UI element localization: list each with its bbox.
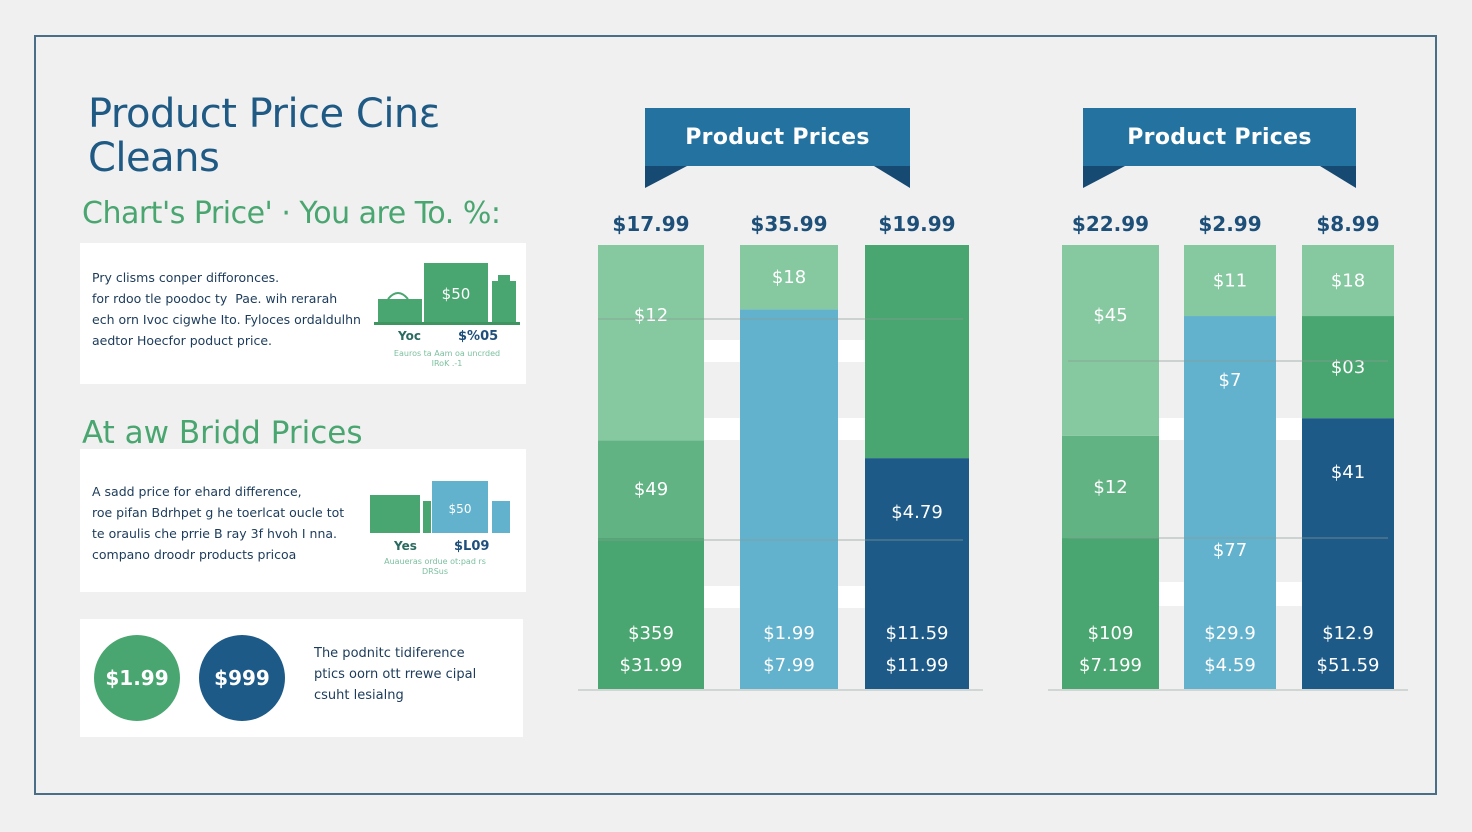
info-card-2: A sadd price for ehard difference, roe p… (80, 449, 526, 592)
title-line-1: Product Price Cinɛ (88, 91, 440, 137)
segment-value-label: $4.79 (891, 502, 943, 523)
ribbon-tail-right (874, 166, 910, 188)
page-title: Product Price Cinɛ Cleans (88, 92, 440, 180)
bar-total-label: $17.99 (612, 212, 690, 236)
info-card-1: Pry clisms conper difforonces. for rdoo … (80, 243, 526, 384)
card-3-text: The podnitc tidiference ptics oorn ott r… (314, 646, 477, 703)
card-1-caption: Eauros ta Aam oa uncrded IRoK .-1 (393, 349, 501, 368)
bar-segment (740, 245, 838, 310)
segment-value-label: $18 (1331, 271, 1365, 292)
segment-value-label: $12 (1093, 477, 1127, 498)
chart-2-ribbon: Product Prices (1083, 108, 1356, 190)
price-circle-blue: $999 (199, 635, 285, 721)
segment-value-label: $11.99 (886, 655, 949, 676)
shopping-boxes-icon: $50 (370, 481, 510, 533)
ribbon-tail-right (1320, 166, 1356, 188)
subtitle: Chart's Price' · You are To. %: (82, 196, 501, 231)
bar-segment (1062, 245, 1159, 436)
card-2-text: A sadd price for ehard difference, roe p… (92, 484, 345, 562)
segment-value-label: $45 (1093, 305, 1127, 326)
shopping-illustration-1: $50 Yoc $%05 Eauros ta Aam oa uncrded IR… (374, 259, 524, 379)
segment-value-label: $49 (634, 479, 668, 500)
bar-segment (740, 309, 838, 689)
segment-value-label: $1.99 (763, 623, 815, 644)
bar-segment (598, 440, 704, 539)
segment-value-label: $18 (772, 267, 806, 288)
price-circle-green: $1.99 (94, 635, 180, 721)
illustration-price-1: $50 (442, 285, 471, 303)
bar-segment (865, 245, 969, 459)
segment-value-label: $359 (628, 623, 674, 644)
chart-2-title: Product Prices (1083, 108, 1356, 166)
bar-segment (1062, 538, 1159, 689)
bar-segment (598, 538, 704, 689)
segment-value-label: $41 (1331, 462, 1365, 483)
bar-segment (1184, 245, 1276, 317)
card-1-amount: $%05 (458, 329, 499, 344)
bar-total-label: $2.99 (1198, 212, 1262, 236)
bar-segment (1184, 316, 1276, 689)
segment-value-label: $11.59 (886, 623, 949, 644)
bar-segment (865, 458, 969, 689)
segment-value-label: $7 (1219, 370, 1242, 391)
card-2-caption: Auaueras ordue ot:pad rs DRSus (384, 557, 486, 576)
bar-segment (1062, 435, 1159, 539)
section-heading: At aw Bridd Prices (82, 415, 363, 451)
segment-value-label: $109 (1088, 623, 1134, 644)
segment-value-label: $7.99 (763, 655, 815, 676)
title-line-2: Cleans (88, 135, 220, 181)
bar-segment (598, 245, 704, 441)
segment-value-label: $7.199 (1079, 655, 1142, 676)
bar-total-label: $19.99 (878, 212, 956, 236)
segment-value-label: $77 (1213, 540, 1247, 561)
chart-1-title: Product Prices (645, 108, 910, 166)
bar-total-label: $8.99 (1316, 212, 1380, 236)
segment-value-label: $31.99 (620, 655, 683, 676)
card-1-yes-label: Yoc (398, 329, 421, 343)
card-2-yes-label: Yes (394, 539, 417, 553)
card-2-amount: $L09 (454, 539, 490, 554)
bar-segment (1302, 316, 1394, 419)
chart-1-ribbon: Product Prices (645, 108, 910, 190)
segment-value-label: $03 (1331, 357, 1365, 378)
shopping-bags-icon: $50 (374, 263, 520, 325)
segment-value-label: $12.9 (1322, 623, 1374, 644)
info-card-3: $1.99 $999 The podnitc tidiference ptics… (80, 619, 523, 737)
bar-segment (1302, 418, 1394, 689)
ribbon-tail-left (1083, 166, 1125, 188)
bar-total-label: $35.99 (750, 212, 828, 236)
bar-total-label: $22.99 (1071, 212, 1150, 236)
ribbon-tail-left (645, 166, 687, 188)
illustration-price-2: $50 (449, 502, 472, 516)
shopping-illustration-2: $50 Yes $L09 Auaueras ordue ot:pad rs DR… (368, 479, 524, 589)
bar-segment (1302, 245, 1394, 317)
outer-frame (34, 35, 1437, 795)
segment-value-label: $11 (1213, 271, 1247, 292)
segment-value-label: $51.59 (1317, 655, 1380, 676)
card-1-text: Pry clisms conper difforonces. for rdoo … (92, 270, 361, 348)
segment-value-label: $29.9 (1204, 623, 1256, 644)
segment-value-label: $4.59 (1204, 655, 1256, 676)
segment-value-label: $12 (634, 305, 668, 326)
